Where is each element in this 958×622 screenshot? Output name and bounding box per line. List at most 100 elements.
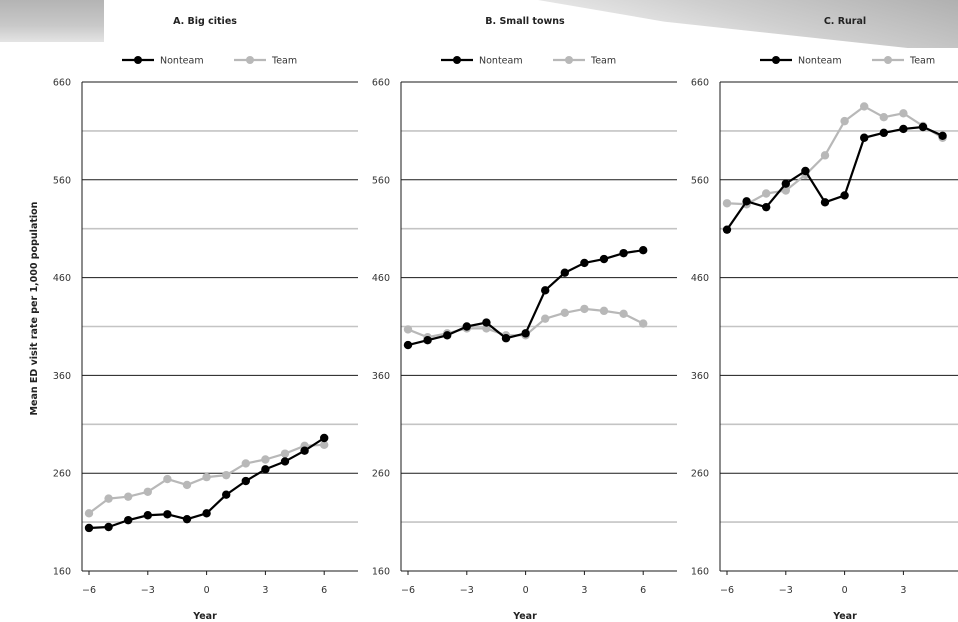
y-tick-label: 360 [691, 371, 709, 382]
chart-panel-1: 660 560 460 360 260 160 −6 −3 0 3 6 A. Big cities Ye… [29, 16, 358, 622]
data-point-team [781, 186, 790, 195]
data-point-team [560, 308, 569, 318]
data-point-nonteam [722, 225, 732, 234]
data-point-nonteam [182, 514, 192, 524]
y-tick-label: 360 [372, 371, 390, 382]
data-point-team [639, 319, 648, 328]
y-tick-label: 460 [372, 273, 390, 284]
data-point-team [104, 494, 113, 503]
x-tick-label: 6 [321, 585, 327, 596]
legend-label: Nonteam [798, 56, 842, 67]
data-point-team [619, 309, 628, 318]
x-tick-label: 0 [842, 585, 848, 596]
data-point-team [860, 102, 869, 111]
y-tick-label: 460 [53, 273, 71, 284]
data-point-nonteam [899, 124, 908, 134]
data-point-nonteam [938, 131, 947, 140]
series-line-nonteam [726, 125, 944, 231]
data-point-nonteam [320, 433, 329, 443]
data-point-nonteam [580, 258, 589, 268]
data-point-nonteam [840, 191, 849, 200]
data-point-nonteam [781, 179, 790, 188]
y-tick-label: 560 [691, 175, 709, 186]
data-point-team [879, 113, 888, 122]
data-point-nonteam [423, 335, 432, 345]
data-point-team [899, 109, 908, 118]
data-point-nonteam [541, 286, 550, 295]
legend-marker [134, 56, 142, 64]
data-point-team [722, 199, 732, 208]
data-point-team [84, 509, 94, 518]
data-point-nonteam [163, 510, 172, 519]
y-tick-label: 660 [691, 78, 709, 89]
x-axis-label: Year [832, 611, 857, 622]
x-tick-label: −3 [141, 585, 155, 596]
data-point-nonteam [639, 246, 648, 255]
x-tick-label: 0 [523, 585, 529, 596]
chart-panel-3: 660 560 460 360 260 160 −6 −3 0 3 C. Rural Year Nont… [691, 16, 958, 622]
y-axis-label: Mean ED visit rate per 1,000 population [29, 201, 40, 415]
data-point-team [182, 480, 192, 490]
series-line-team [726, 105, 944, 206]
y-tick-label: 160 [53, 567, 71, 578]
chart-title: A. Big cities [173, 16, 237, 27]
y-tick-label: 560 [53, 175, 71, 186]
legend-marker [246, 56, 254, 64]
data-point-team [762, 189, 771, 198]
data-point-nonteam [742, 197, 751, 206]
data-point-nonteam [300, 446, 309, 455]
x-tick-label: 6 [640, 585, 646, 596]
data-point-nonteam [241, 476, 250, 486]
x-axis-label: Year [192, 611, 217, 622]
data-point-team [202, 472, 211, 482]
data-point-team [820, 151, 830, 160]
data-point-nonteam [521, 329, 530, 338]
data-point-nonteam [143, 511, 152, 520]
data-point-nonteam [261, 465, 270, 474]
data-point-team [241, 459, 250, 468]
data-point-team [580, 304, 589, 314]
data-point-nonteam [104, 522, 113, 532]
legend-marker [565, 56, 573, 64]
data-point-nonteam [801, 166, 810, 176]
data-point-team [124, 492, 133, 501]
y-tick-label: 560 [372, 175, 390, 186]
data-point-nonteam [280, 457, 290, 466]
data-point-nonteam [202, 509, 211, 518]
y-tick-label: 160 [691, 567, 709, 578]
x-tick-label: 3 [262, 585, 268, 596]
y-tick-label: 260 [691, 469, 709, 480]
legend-marker [453, 56, 461, 64]
x-tick-label: −6 [82, 585, 96, 596]
data-point-team [261, 455, 270, 464]
chart-title: B. Small towns [485, 16, 565, 27]
y-tick-label: 460 [691, 273, 709, 284]
data-point-team [163, 474, 172, 484]
data-point-nonteam [124, 515, 133, 525]
y-tick-label: 260 [53, 469, 71, 480]
legend-label: Team [271, 56, 297, 67]
y-tick-label: 660 [372, 78, 390, 89]
data-point-team [840, 116, 849, 126]
x-tick-label: 3 [581, 585, 587, 596]
legend-label: Team [909, 56, 935, 67]
data-point-nonteam [619, 248, 628, 258]
y-tick-label: 160 [372, 567, 390, 578]
chart-title: C. Rural [824, 16, 866, 27]
x-tick-label: −3 [779, 585, 793, 596]
data-point-nonteam [462, 322, 471, 331]
y-tick-label: 260 [372, 469, 390, 480]
data-point-nonteam [860, 133, 869, 142]
data-point-team [403, 325, 413, 334]
x-tick-label: −6 [401, 585, 415, 596]
x-axis-label: Year [512, 611, 537, 622]
data-point-nonteam [918, 122, 928, 132]
y-tick-label: 360 [53, 371, 71, 382]
data-point-nonteam [403, 340, 413, 350]
x-tick-label: −6 [720, 585, 734, 596]
data-point-nonteam [222, 490, 231, 499]
data-point-nonteam [84, 523, 94, 533]
data-point-team [280, 449, 290, 458]
